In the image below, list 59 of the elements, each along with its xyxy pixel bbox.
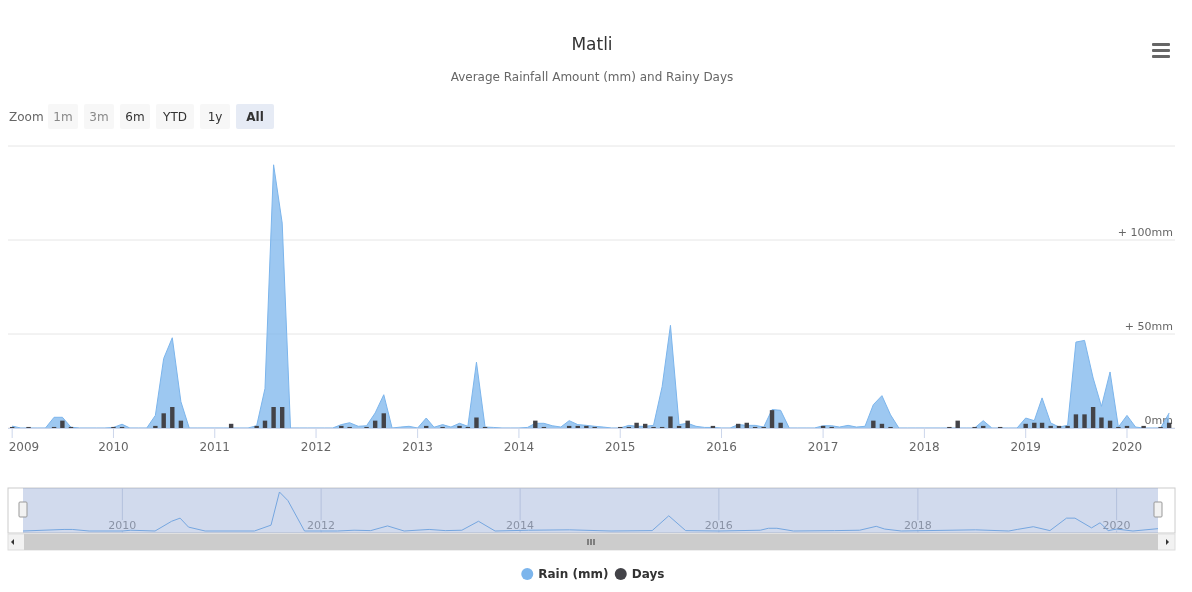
bar	[153, 425, 158, 428]
x-tick-label: 2018	[903, 519, 932, 532]
x-tick-label: 2016	[706, 440, 737, 454]
bar	[1141, 425, 1146, 428]
bar	[668, 416, 673, 428]
text: 1m	[53, 110, 73, 124]
x-tick-label: 2010	[98, 440, 129, 454]
bar	[381, 413, 386, 428]
x-tick-label: 2020	[1102, 519, 1131, 532]
x-tick-label: 2020	[1111, 440, 1143, 454]
text: 3m	[89, 110, 109, 124]
x-tick-label: 2009	[8, 440, 40, 454]
x-tick-label: 2019	[1010, 440, 1041, 454]
x-tick-label: 2013	[402, 440, 433, 454]
chart-title: Matli	[571, 34, 613, 54]
bar	[533, 420, 538, 428]
text: 1y	[207, 110, 223, 124]
x-tick-label: 2015	[604, 440, 636, 454]
bar	[955, 420, 960, 428]
chart-subtitle: Average Rainfall Amount (mm) and Rainy Days	[450, 70, 734, 84]
x-tick-label: 2012	[300, 440, 332, 454]
legend-label: Days	[631, 567, 665, 581]
bar	[1048, 425, 1053, 428]
x-tick-label: 2014	[506, 519, 535, 532]
x-tick-label: 2017	[807, 440, 839, 454]
bar	[60, 420, 65, 428]
bar	[778, 422, 783, 428]
x-tick-label: 2011	[199, 440, 231, 454]
text: Zoom	[9, 110, 44, 124]
x-tick-label: 2012	[307, 519, 336, 532]
legend-label: Rain (mm)	[538, 567, 609, 581]
bar	[1082, 414, 1087, 428]
bar	[769, 410, 775, 428]
bar	[1023, 423, 1028, 428]
bar	[1099, 417, 1104, 428]
bar	[634, 422, 639, 428]
bar	[871, 420, 876, 428]
bar	[1090, 407, 1096, 428]
text: 6m	[125, 110, 145, 124]
y-tick-label: + 100mm	[1117, 226, 1173, 239]
bar	[271, 407, 276, 428]
x-tick-label: 2014	[503, 440, 535, 454]
bar	[170, 407, 175, 428]
bar	[457, 425, 462, 428]
bar	[474, 417, 479, 428]
text: YTD	[162, 110, 187, 124]
bar	[1073, 414, 1079, 428]
bar	[685, 420, 690, 428]
bar	[254, 425, 259, 428]
x-tick-label: 2018	[909, 440, 940, 454]
x-tick-label: 2016	[704, 519, 733, 532]
y-tick-label: + 50mm	[1124, 320, 1173, 333]
text: All	[246, 110, 264, 124]
bar	[161, 413, 166, 428]
bar	[1065, 425, 1070, 428]
bar	[280, 407, 285, 428]
bar	[584, 425, 589, 428]
x-tick-label: 2010	[108, 519, 137, 532]
bar	[339, 425, 344, 428]
